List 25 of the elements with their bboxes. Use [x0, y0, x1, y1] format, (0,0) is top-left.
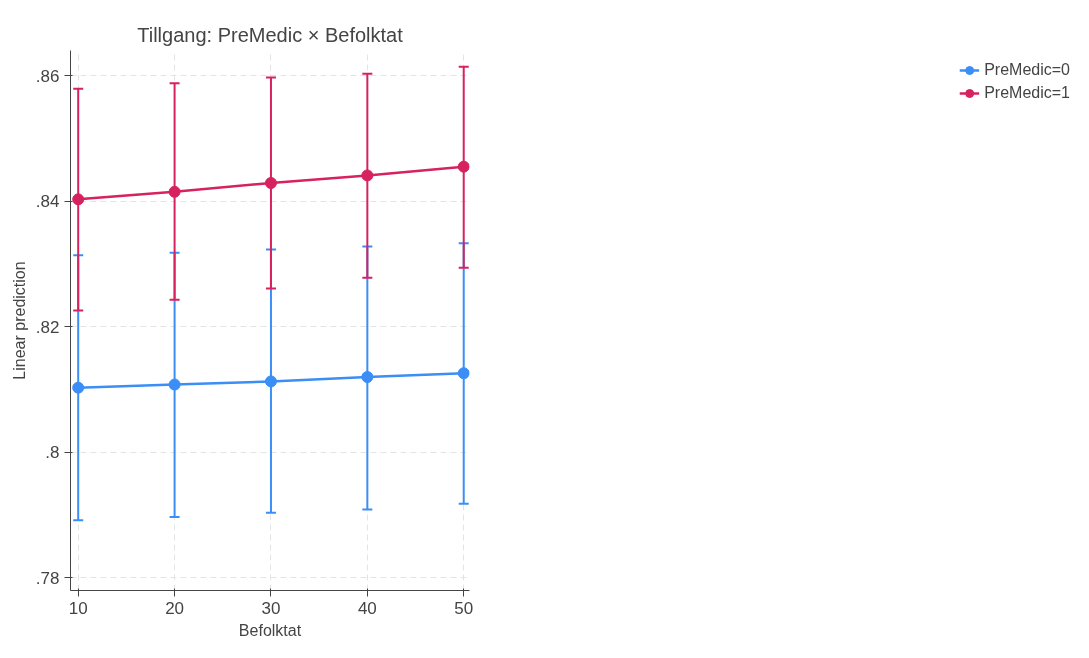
x-tick-label: 50 — [454, 598, 474, 618]
y-tick-label: .82 — [35, 317, 60, 337]
chart-title: Tillgang: PreMedic × Befolktat — [137, 23, 404, 46]
point — [168, 378, 181, 391]
y-tick-label: .84 — [35, 192, 60, 212]
point — [361, 371, 374, 383]
legend-label: PreMedic=0 — [984, 61, 1070, 79]
point — [264, 177, 277, 189]
legend-label: PreMedic=1 — [984, 84, 1070, 102]
point — [168, 185, 181, 198]
point — [361, 169, 374, 182]
x-tick-label: 20 — [165, 598, 185, 618]
y-tick-label: .86 — [35, 66, 60, 86]
point — [457, 367, 470, 380]
point — [72, 193, 85, 206]
y-tick-label: .8 — [45, 443, 60, 463]
point — [72, 381, 85, 394]
x-tick-label: 30 — [261, 598, 281, 618]
x-tick-label: 10 — [68, 598, 88, 618]
y-axis-title: Linear prediction — [10, 261, 28, 380]
point — [264, 375, 277, 388]
x-axis-title: Befolktat — [238, 621, 302, 639]
x-tick-label: 40 — [357, 598, 377, 618]
point — [457, 160, 470, 173]
y-tick-label: .78 — [35, 568, 60, 588]
